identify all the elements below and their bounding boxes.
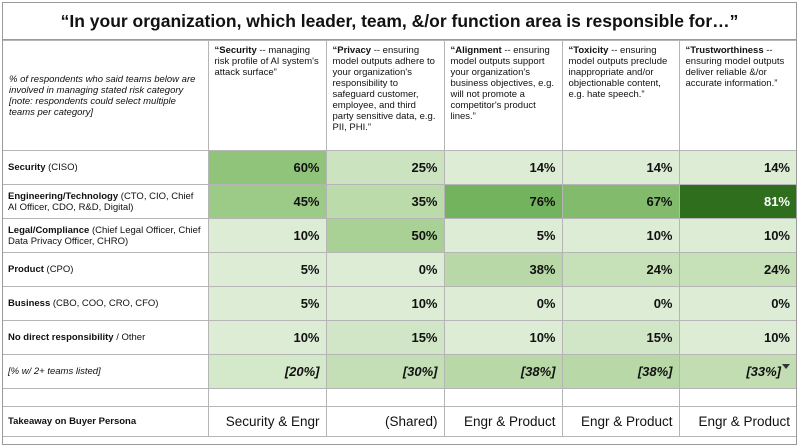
summary-value-text: [33%] (746, 364, 781, 379)
table-row-summary: [% w/ 2+ teams listed] [20%] [30%] [38%]… (3, 354, 796, 389)
cell-value: 0% (325, 252, 445, 287)
row-name: No direct responsibility (8, 332, 114, 343)
spacer-cell (207, 388, 327, 407)
cell-value: 15% (325, 320, 445, 355)
header-category: “Trustworthiness -- ensuring model outpu… (678, 40, 796, 151)
spacer-cell (325, 388, 445, 407)
summary-value: [30%] (325, 354, 445, 389)
cell-value: 14% (678, 150, 796, 185)
cell-value: 0% (443, 286, 563, 321)
row-detail: (Chief Legal Officer, Chief Data Privacy… (8, 224, 201, 247)
takeaway-value: Security & Engr (207, 406, 327, 437)
summary-value: [38%] (443, 354, 563, 389)
cell-value: 5% (207, 252, 327, 287)
table-row-business: Business (CBO, COO, CRO, CFO) 5% 10% 0% … (3, 286, 796, 321)
category-name: “Alignment (450, 45, 502, 56)
cell-value: 67% (561, 184, 680, 219)
page-title: “In your organization, which leader, tea… (3, 3, 796, 40)
row-name: Security (8, 162, 46, 173)
survey-table: % of respondents who said teams below ar… (3, 40, 796, 437)
cell-value: 14% (561, 150, 680, 185)
cell-value: 38% (443, 252, 563, 287)
table-row-security: Security (CISO) 60% 25% 14% 14% 14% (3, 150, 796, 185)
table-row-takeaway: Takeaway on Buyer Persona Security & Eng… (3, 406, 796, 437)
table-row-no-direct: No direct responsibility / Other 10% 15%… (3, 320, 796, 355)
category-detail: -- ensuring model outputs support your o… (450, 45, 555, 122)
header-row: % of respondents who said teams below ar… (3, 40, 796, 151)
cell-value: 81% (678, 184, 796, 219)
row-detail: (CBO, COO, CRO, CFO) (50, 298, 159, 309)
row-detail: (CTO, CIO, Chief AI Officer, CDO, R&D, D… (8, 190, 194, 213)
cell-value: 10% (207, 320, 327, 355)
table-row-product: Product (CPO) 5% 0% 38% 24% 24% (3, 252, 796, 287)
cell-value: 50% (325, 218, 445, 253)
row-label: Product (CPO) (3, 252, 209, 287)
spacer-cell (678, 388, 796, 407)
summary-value: [33%] (678, 354, 796, 389)
table-row-legal: Legal/Compliance (Chief Legal Officer, C… (3, 218, 796, 253)
cell-value: 35% (325, 184, 445, 219)
spacer-cell (561, 388, 680, 407)
filter-dropdown-icon[interactable] (782, 364, 790, 369)
row-label: Security (CISO) (3, 150, 209, 185)
row-label: No direct responsibility / Other (3, 320, 209, 355)
category-name: “Toxicity (568, 45, 609, 56)
row-detail: / Other (113, 332, 146, 343)
row-name: Legal/Compliance (8, 224, 90, 236)
row-detail: (CISO) (45, 162, 78, 173)
category-detail: -- managing risk profile of AI system's … (214, 45, 319, 78)
cell-value: 14% (443, 150, 563, 185)
category-name: “Trustworthiness (685, 45, 764, 56)
row-label: Engineering/Technology (CTO, CIO, Chief … (3, 184, 209, 219)
row-name: Engineering/Technology (8, 190, 119, 202)
cell-value: 15% (561, 320, 680, 355)
summary-value: [38%] (561, 354, 680, 389)
category-detail: -- ensuring model outputs adhere to your… (332, 45, 436, 133)
cell-value: 10% (678, 218, 796, 253)
summary-label: [% w/ 2+ teams listed] (3, 354, 209, 389)
cell-value: 10% (443, 320, 563, 355)
takeaway-value: Engr & Product (678, 406, 796, 437)
takeaway-value: Engr & Product (443, 406, 563, 437)
spacer-cell (3, 388, 209, 407)
cell-value: 0% (561, 286, 680, 321)
spacer-row (3, 388, 796, 407)
cell-value: 60% (207, 150, 327, 185)
cell-value: 45% (207, 184, 327, 219)
cell-value: 5% (443, 218, 563, 253)
cell-value: 10% (325, 286, 445, 321)
category-detail: -- ensuring model outputs deliver reliab… (685, 45, 785, 89)
header-category: “Toxicity -- ensuring model outputs prec… (561, 40, 680, 151)
cell-value: 10% (561, 218, 680, 253)
row-name: Product (8, 264, 44, 275)
summary-value: [20%] (207, 354, 327, 389)
takeaway-value: (Shared) (325, 406, 445, 437)
cell-value: 0% (678, 286, 796, 321)
takeaway-value: Engr & Product (561, 406, 680, 437)
header-category: “Security -- managing risk profile of AI… (207, 40, 327, 151)
header-category: “Privacy -- ensuring model outputs adher… (325, 40, 445, 151)
row-name: Business (8, 298, 51, 309)
header-description: % of respondents who said teams below ar… (3, 40, 209, 151)
cell-value: 24% (678, 252, 796, 287)
cell-value: 5% (207, 286, 327, 321)
cell-value: 10% (207, 218, 327, 253)
cell-value: 10% (678, 320, 796, 355)
category-detail: -- ensuring model outputs preclude inapp… (568, 45, 668, 100)
spacer-cell (443, 388, 563, 407)
category-name: “Privacy (332, 45, 372, 56)
cell-value: 25% (325, 150, 445, 185)
header-category: “Alignment -- ensuring model outputs sup… (443, 40, 563, 151)
cell-value: 24% (561, 252, 680, 287)
row-detail: (CPO) (43, 264, 74, 275)
category-name: “Security (214, 45, 257, 56)
row-label: Business (CBO, COO, CRO, CFO) (3, 286, 209, 321)
row-label: Legal/Compliance (Chief Legal Officer, C… (3, 218, 209, 253)
cell-value: 76% (443, 184, 563, 219)
table-row-engineering: Engineering/Technology (CTO, CIO, Chief … (3, 184, 796, 219)
takeaway-label: Takeaway on Buyer Persona (3, 406, 209, 437)
